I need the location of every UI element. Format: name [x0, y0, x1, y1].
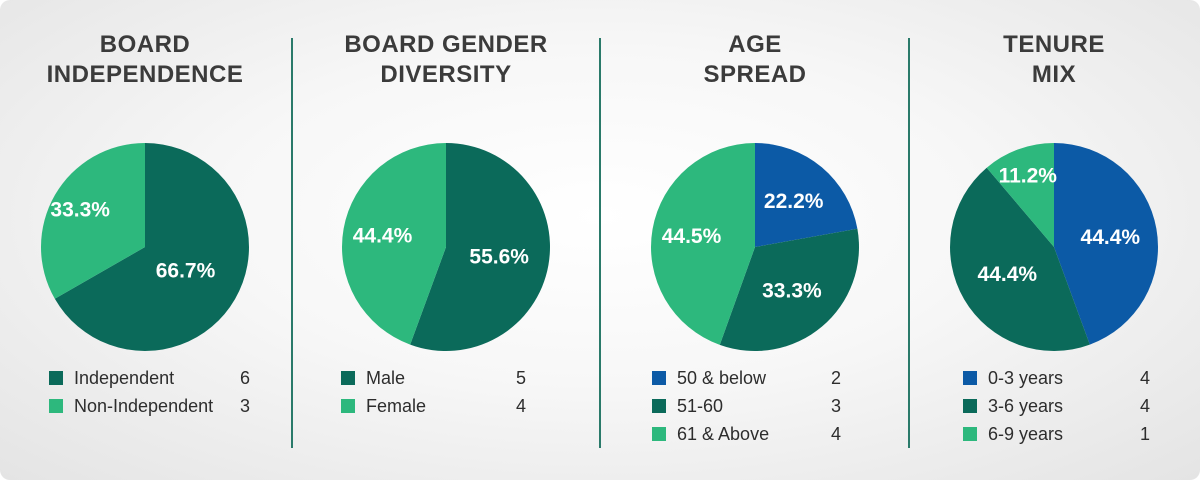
- slice-percent-label: 22.2%: [764, 190, 824, 213]
- slice-percent-label: 44.4%: [353, 225, 413, 248]
- slice-percent-label: 55.6%: [469, 246, 529, 269]
- chart-title-line: BOARD GENDER: [344, 31, 548, 58]
- legend-count: 1: [1140, 424, 1151, 444]
- legend-swatch: [652, 371, 666, 385]
- slice-percent-label: 66.7%: [156, 259, 216, 282]
- chart-title-line: MIX: [1031, 61, 1077, 88]
- pie-slice: [986, 143, 1054, 247]
- slice-percent-label: 33.3%: [762, 280, 822, 303]
- legend-count: 2: [831, 368, 842, 388]
- legend-swatch: [341, 371, 355, 385]
- legend-label: 6-9 years: [988, 424, 1064, 444]
- legend-swatch: [341, 399, 355, 413]
- legend-label: 50 & below: [677, 368, 767, 388]
- legend-count: 4: [1140, 368, 1151, 388]
- legend-count: 4: [1140, 396, 1151, 416]
- chart-title-line: TENURE: [1003, 31, 1105, 58]
- pie-slice: [54, 143, 249, 351]
- legend-count: 4: [516, 396, 527, 416]
- pie-slice: [341, 142, 446, 345]
- pie-slice: [950, 167, 1090, 351]
- legend-label: 3-6 years: [988, 396, 1064, 416]
- chart-title-line: INDEPENDENCE: [46, 61, 244, 88]
- legend-swatch: [963, 371, 977, 385]
- pie-slice: [1054, 143, 1159, 345]
- legend-label: 61 & Above: [677, 424, 770, 444]
- chart-title-line: SPREAD: [703, 61, 807, 88]
- pie-chart: 55.6% 44.4%: [341, 142, 550, 351]
- pie-chart: 66.7% 33.3%: [40, 143, 249, 351]
- legend-swatch: [963, 427, 977, 441]
- legend-label: Independent: [74, 368, 175, 388]
- legend-label: Male: [366, 368, 406, 388]
- slice-percent-label: 44.5%: [662, 225, 722, 248]
- board-gender-diversity-chart: BOARD GENDER DIVERSITY 55.6% 44.4% Male 5…: [296, 0, 596, 480]
- divider: [291, 38, 293, 448]
- legend-count: 5: [516, 368, 527, 388]
- legend-count: 4: [831, 424, 842, 444]
- age-spread-chart: AGE SPREAD 22.2% 33.3% 44.5% 50 & below 2 …: [605, 0, 905, 480]
- slice-percent-label: 33.3%: [50, 199, 110, 222]
- legend-swatch: [652, 427, 666, 441]
- chart-title-line: AGE: [728, 31, 782, 58]
- legend-swatch: [652, 399, 666, 413]
- pie-chart: 44.4% 44.4% 11.2%: [950, 143, 1159, 351]
- pie-slice: [651, 143, 755, 345]
- legend-label: Female: [366, 396, 427, 416]
- legend-count: 3: [240, 396, 251, 416]
- pie-slice: [40, 143, 145, 299]
- divider: [908, 38, 910, 448]
- chart-title-line: BOARD: [99, 31, 191, 58]
- chart-title-line: DIVERSITY: [380, 61, 512, 88]
- pie-slice: [719, 228, 859, 351]
- legend-count: 3: [831, 396, 842, 416]
- chart-title: BOARD GENDER DIVERSITY: [296, 30, 596, 90]
- legend-label: Non-Independent: [74, 396, 214, 416]
- legend-swatch: [963, 399, 977, 413]
- chart-title: TENURE MIX: [904, 30, 1200, 90]
- divider: [599, 38, 601, 448]
- chart-title: BOARD INDEPENDENCE: [0, 30, 295, 90]
- chart-title: AGE SPREAD: [605, 30, 905, 90]
- slice-percent-label: 44.4%: [978, 263, 1038, 286]
- slice-percent-label: 11.2%: [999, 165, 1058, 188]
- legend-count: 6: [240, 368, 251, 388]
- board-independence-chart: BOARD INDEPENDENCE 66.7% 33.3% Independen…: [0, 0, 295, 480]
- pie-chart: 22.2% 33.3% 44.5%: [651, 143, 859, 351]
- legend-label: 0-3 years: [988, 368, 1064, 388]
- legend-swatch: [49, 371, 63, 385]
- pie-slice: [755, 143, 858, 247]
- legend-label: 51-60: [677, 396, 724, 416]
- tenure-mix-chart: TENURE MIX 44.4% 44.4% 11.2% 0-3 years 4 3…: [904, 0, 1200, 480]
- pie-slice: [410, 143, 550, 351]
- slice-percent-label: 44.4%: [1081, 226, 1141, 249]
- legend-swatch: [49, 399, 63, 413]
